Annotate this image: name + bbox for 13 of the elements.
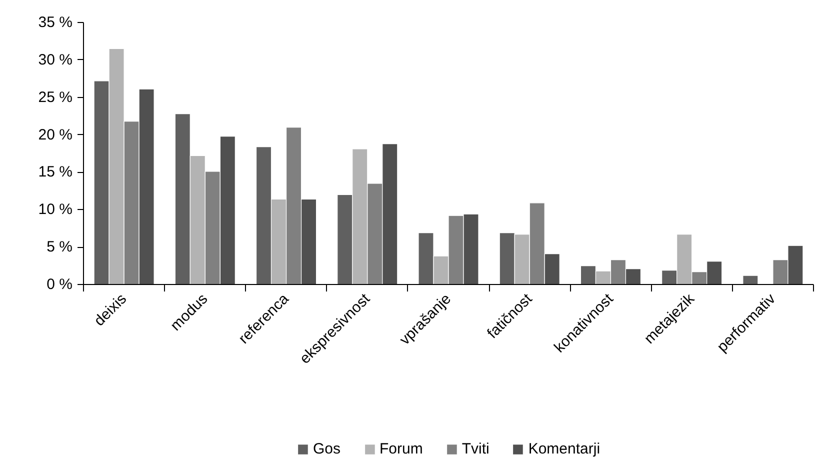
y-tick-label: 5 % — [46, 238, 73, 256]
y-tick-label: 20 % — [38, 126, 73, 144]
y-tick-label: 10 % — [38, 201, 73, 218]
y-tick-label: 30 % — [38, 51, 73, 68]
y-tick-label: 35 % — [38, 14, 73, 31]
legend-label: Tviti — [462, 440, 490, 458]
bar — [742, 275, 758, 284]
y-tick-label: 0 % — [46, 276, 73, 293]
legend-label: Forum — [379, 440, 423, 458]
y-tick-label: 15 % — [38, 164, 73, 181]
legend-label: Gos — [312, 440, 340, 458]
legend-label: Komentarji — [528, 440, 600, 458]
y-tick-label: 25 % — [38, 88, 73, 106]
